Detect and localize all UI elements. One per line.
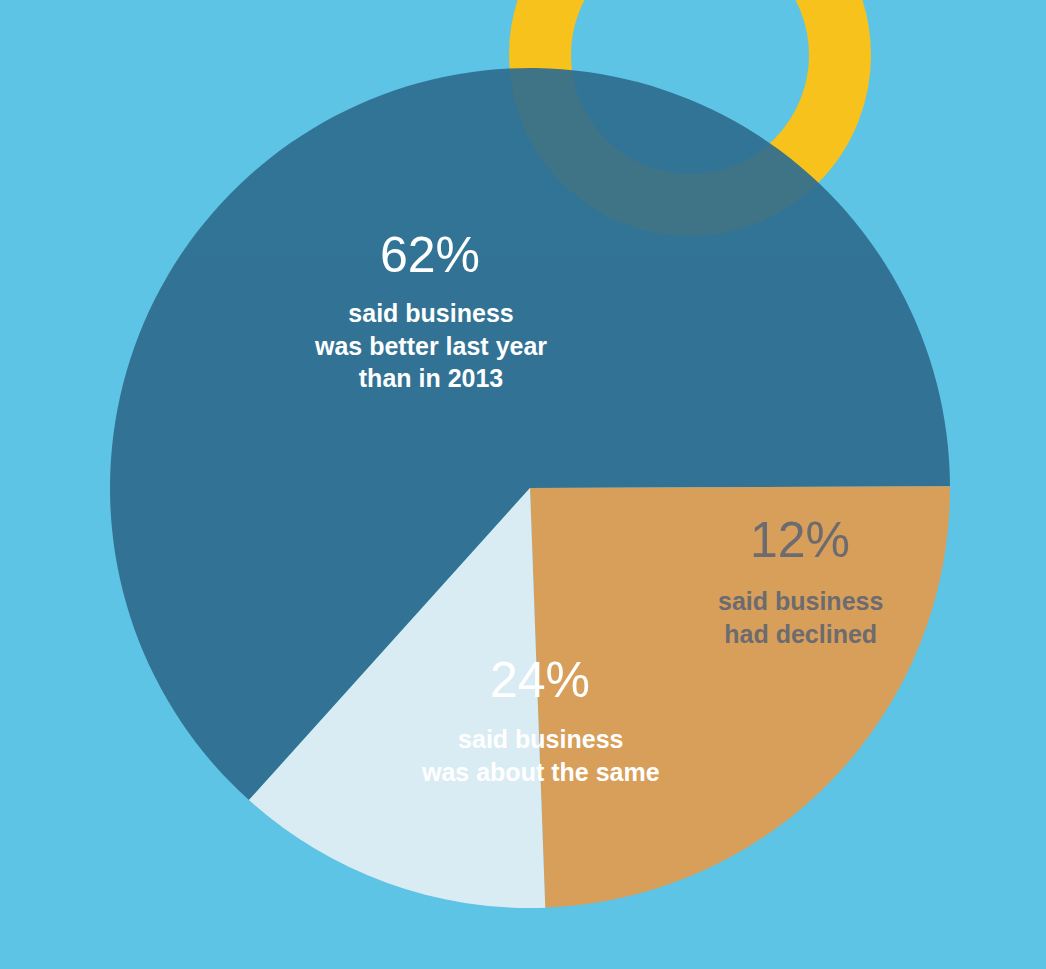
svg-text:said businesswas better last y: said businesswas better last yearthan in… — [314, 299, 547, 392]
svg-text:24%: 24% — [490, 652, 590, 708]
svg-text:said businesshad declined: said businesshad declined — [718, 587, 883, 648]
svg-text:said businesswas about the sam: said businesswas about the same — [421, 725, 660, 786]
svg-text:62%: 62% — [380, 227, 480, 283]
svg-text:12%: 12% — [750, 512, 850, 568]
